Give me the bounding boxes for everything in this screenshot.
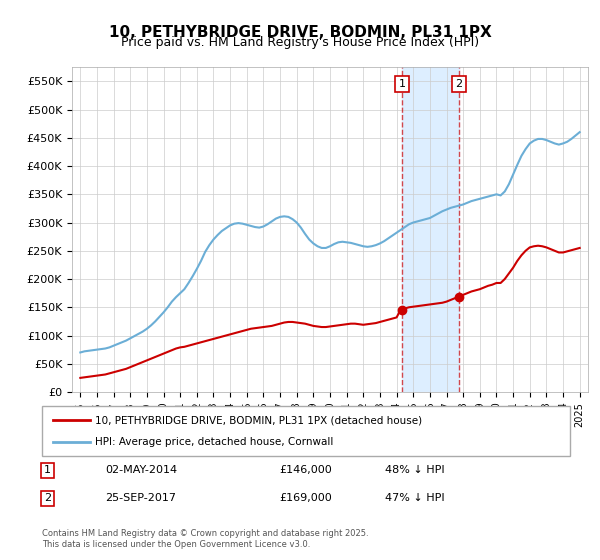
FancyBboxPatch shape xyxy=(42,406,570,456)
Text: 48% ↓ HPI: 48% ↓ HPI xyxy=(385,465,445,475)
Text: 02-MAY-2014: 02-MAY-2014 xyxy=(106,465,178,475)
Text: 2: 2 xyxy=(44,493,51,503)
Text: 10, PETHYBRIDGE DRIVE, BODMIN, PL31 1PX (detached house): 10, PETHYBRIDGE DRIVE, BODMIN, PL31 1PX … xyxy=(95,415,422,425)
Text: HPI: Average price, detached house, Cornwall: HPI: Average price, detached house, Corn… xyxy=(95,437,333,447)
Text: £169,000: £169,000 xyxy=(280,493,332,503)
Bar xyxy=(402,67,458,392)
Text: 25-SEP-2017: 25-SEP-2017 xyxy=(106,493,176,503)
Text: Price paid vs. HM Land Registry's House Price Index (HPI): Price paid vs. HM Land Registry's House … xyxy=(121,36,479,49)
Text: 2: 2 xyxy=(455,79,462,89)
Text: 1: 1 xyxy=(44,465,51,475)
Text: 47% ↓ HPI: 47% ↓ HPI xyxy=(385,493,445,503)
Text: 1: 1 xyxy=(398,79,406,89)
Text: £146,000: £146,000 xyxy=(280,465,332,475)
Text: 10, PETHYBRIDGE DRIVE, BODMIN, PL31 1PX: 10, PETHYBRIDGE DRIVE, BODMIN, PL31 1PX xyxy=(109,25,491,40)
Text: Contains HM Land Registry data © Crown copyright and database right 2025.
This d: Contains HM Land Registry data © Crown c… xyxy=(42,529,368,549)
